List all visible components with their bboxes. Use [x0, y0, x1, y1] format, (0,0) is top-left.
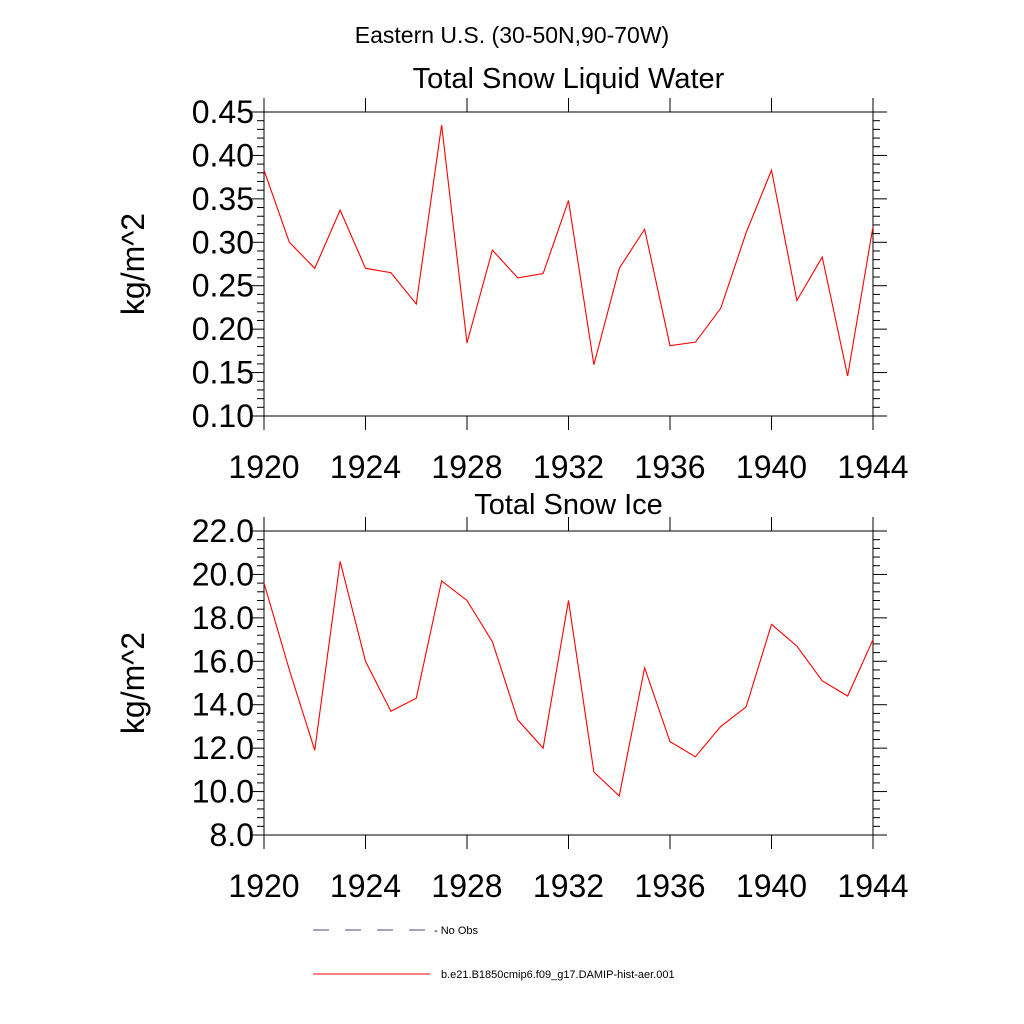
- data-point: [745, 705, 748, 708]
- y-tick-label: 20.0: [192, 556, 254, 592]
- data-point: [466, 599, 469, 602]
- data-point: [263, 169, 266, 172]
- x-tick-label: 1928: [431, 449, 502, 485]
- x-tick-label: 1924: [330, 868, 401, 904]
- data-point: [821, 679, 824, 682]
- data-point: [440, 579, 443, 582]
- y-tick-label: 8.0: [210, 817, 254, 853]
- data-point: [542, 747, 545, 750]
- data-point: [643, 228, 646, 231]
- data-point: [795, 299, 798, 302]
- y-tick-label: 0.10: [192, 398, 254, 434]
- data-point: [770, 169, 773, 172]
- plot-frame: [263, 111, 874, 417]
- data-point: [669, 344, 672, 347]
- data-point: [516, 718, 519, 721]
- y-tick-label: 0.40: [192, 137, 254, 173]
- data-point: [567, 199, 570, 202]
- y-tick-label: 18.0: [192, 600, 254, 636]
- panels: Total Snow Liquid Water 0.10 0.15 0.20 0.25 0…: [115, 63, 909, 904]
- data-point: [745, 231, 748, 234]
- data-point: [389, 271, 392, 274]
- data-point: [288, 241, 291, 244]
- y-tick-label: 0.45: [192, 94, 254, 130]
- data-point: [339, 560, 342, 563]
- x-tick-label: 1936: [634, 868, 705, 904]
- data-point: [770, 623, 773, 626]
- data-point: [389, 710, 392, 713]
- data-point: [719, 725, 722, 728]
- data-point: [542, 272, 545, 275]
- x-tick-label: 1944: [837, 868, 908, 904]
- y-tick-label: 22.0: [192, 513, 254, 549]
- series-line: [263, 561, 874, 797]
- x-tick-label: 1928: [431, 868, 502, 904]
- series-line: [263, 124, 874, 377]
- figure-suptitle: Eastern U.S. (30-50N,90-70W): [355, 22, 669, 48]
- y-axis-label: kg/m^2: [115, 632, 151, 734]
- panel-title: Total Snow Liquid Water: [413, 63, 725, 95]
- data-point: [872, 638, 875, 641]
- chart-panel-2: Total Snow Ice 8.0 10.0 12.0 14.0 16.0 18.0 20.…: [115, 489, 909, 904]
- data-point: [364, 267, 367, 270]
- data-point: [313, 267, 316, 270]
- data-point: [719, 307, 722, 310]
- chart-panel-1: Total Snow Liquid Water 0.10 0.15 0.20 0.25 0…: [115, 63, 909, 485]
- y-tick-label: 0.25: [192, 268, 254, 304]
- legend-label: b.e21.B1850cmip6.f09_g17.DAMIP-hist-aer.…: [441, 969, 675, 981]
- x-tick-label: 1940: [736, 449, 807, 485]
- y-tick-label: 0.35: [192, 181, 254, 217]
- data-point: [516, 276, 519, 279]
- legend: - No Obs b.e21.B1850cmip6.f09_g17.DAMIP-h…: [313, 925, 675, 981]
- x-tick-label: 1940: [736, 868, 807, 904]
- x-tick-label: 1920: [228, 868, 299, 904]
- data-point: [592, 771, 595, 774]
- data-point: [313, 749, 316, 752]
- data-point: [592, 363, 595, 366]
- data-point: [669, 740, 672, 743]
- data-point: [440, 124, 443, 127]
- data-point: [846, 695, 849, 698]
- data-point: [643, 666, 646, 669]
- data-point: [694, 341, 697, 344]
- x-tick-label: 1920: [228, 449, 299, 485]
- y-tick-label: 0.15: [192, 355, 254, 391]
- x-tick-label: 1944: [837, 449, 908, 485]
- data-point: [364, 660, 367, 663]
- x-tick-label: 1932: [533, 449, 604, 485]
- plot-frame: [263, 530, 874, 836]
- y-tick-label: 14.0: [192, 687, 254, 723]
- y-axis-label: kg/m^2: [115, 213, 151, 315]
- data-point: [567, 599, 570, 602]
- data-point: [795, 645, 798, 648]
- data-point: [288, 668, 291, 671]
- data-point: [694, 755, 697, 758]
- data-point: [846, 375, 849, 378]
- y-tick-label: 12.0: [192, 730, 254, 766]
- x-tick-label: 1932: [533, 868, 604, 904]
- data-point: [872, 225, 875, 228]
- data-point: [415, 302, 418, 305]
- data-point: [466, 342, 469, 345]
- y-tick-label: 10.0: [192, 774, 254, 810]
- data-point: [491, 640, 494, 643]
- data-point: [491, 249, 494, 252]
- data-point: [415, 697, 418, 700]
- data-point: [821, 256, 824, 259]
- x-tick-label: 1936: [634, 449, 705, 485]
- data-point: [339, 209, 342, 212]
- panel-title: Total Snow Ice: [474, 489, 663, 521]
- data-point: [618, 267, 621, 270]
- y-tick-label: 0.20: [192, 311, 254, 347]
- legend-label: - No Obs: [434, 925, 479, 937]
- y-tick-label: 0.30: [192, 224, 254, 260]
- y-tick-label: 16.0: [192, 643, 254, 679]
- data-point: [263, 582, 266, 585]
- x-tick-label: 1924: [330, 449, 401, 485]
- data-point: [618, 794, 621, 797]
